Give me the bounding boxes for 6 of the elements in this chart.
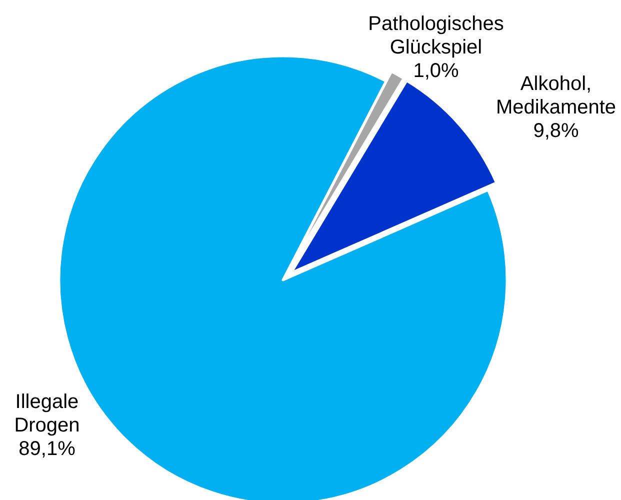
slice-label: Alkohol, Medikamente <box>496 73 616 118</box>
slice-label: Illegale Drogen <box>14 391 80 436</box>
data-label: 9,8% <box>533 120 580 142</box>
data-label: 89,1% <box>18 438 76 460</box>
slice-label: Pathologisches Glückspiel <box>368 13 504 58</box>
data-label: 1,0% <box>413 60 460 82</box>
